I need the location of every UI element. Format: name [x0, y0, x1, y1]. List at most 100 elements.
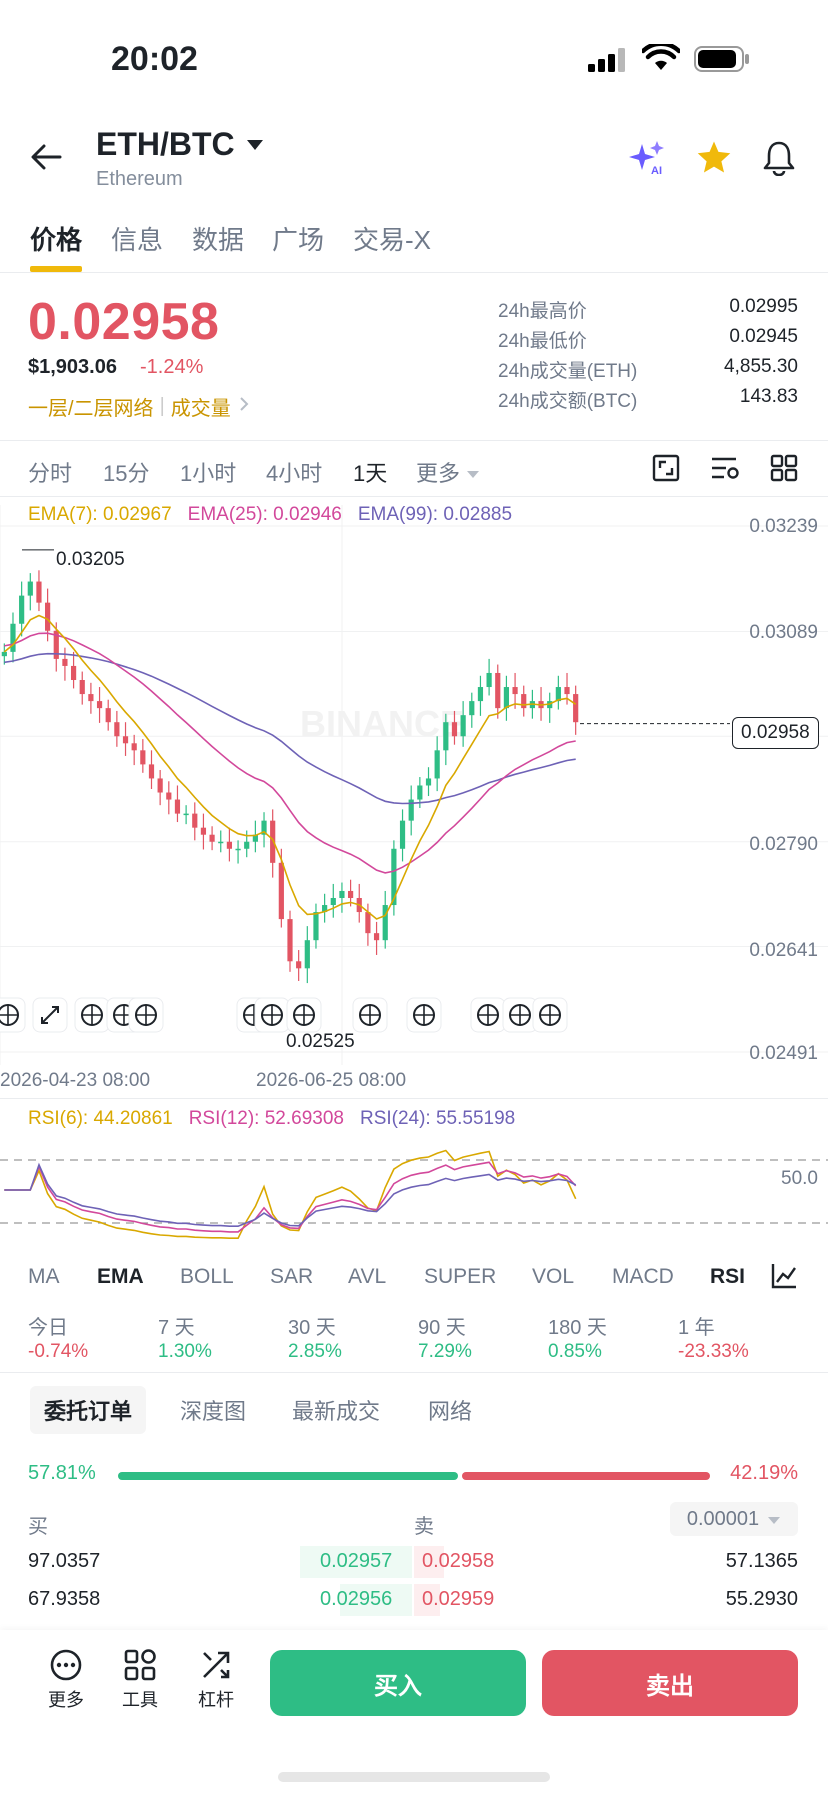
- tf-1d[interactable]: 1天: [353, 461, 388, 486]
- candle-body: [192, 813, 198, 828]
- bid-price[interactable]: 0.02957: [320, 1550, 393, 1572]
- candle-body: [486, 672, 492, 688]
- tab-square[interactable]: 广场: [272, 225, 325, 255]
- low-price-label: 0.02525: [286, 1031, 355, 1052]
- candle-body: [79, 680, 85, 695]
- rsi24-label: RSI(24): 55.55198: [359, 1108, 516, 1129]
- sell-column-label: 卖: [414, 1516, 434, 1538]
- stat-volume-value: 4,855.30: [724, 356, 798, 377]
- bid-qty: 97.0357: [28, 1550, 101, 1572]
- ask-price[interactable]: 0.02959: [422, 1588, 495, 1610]
- grid-layout-icon[interactable]: [770, 454, 798, 487]
- event-globe-icon[interactable]: [286, 997, 322, 1033]
- tf-line[interactable]: 分时: [28, 461, 73, 486]
- back-arrow-icon[interactable]: [30, 144, 62, 175]
- candle-body: [304, 940, 310, 969]
- dropdown-caret-icon[interactable]: [246, 138, 264, 156]
- expand-icon[interactable]: [32, 997, 68, 1033]
- tf-15m[interactable]: 15分: [103, 461, 150, 486]
- tab-price[interactable]: 价格: [30, 225, 83, 255]
- bid-depth-bar: [300, 1546, 412, 1578]
- ai-sparkle-icon[interactable]: AI: [628, 140, 668, 181]
- ind-super[interactable]: SUPER: [424, 1265, 497, 1288]
- tag-volume[interactable]: 成交量: [170, 398, 231, 420]
- chart-settings-icon[interactable]: [710, 454, 740, 487]
- candle-body: [36, 581, 42, 603]
- ind-macd[interactable]: MACD: [612, 1265, 674, 1288]
- event-globe-icon[interactable]: [502, 997, 538, 1033]
- ind-sar[interactable]: SAR: [270, 1265, 314, 1288]
- candle-body: [1, 651, 7, 657]
- y-tick-label: 0.02641: [749, 940, 818, 961]
- rsi-chart[interactable]: [0, 1130, 828, 1250]
- event-globe-icon[interactable]: [532, 997, 568, 1033]
- ind-avl[interactable]: AVL: [348, 1265, 387, 1288]
- sell-button[interactable]: 卖出: [542, 1650, 798, 1716]
- candle-body: [10, 623, 16, 652]
- perf-label: 今日: [28, 1317, 68, 1339]
- event-globe-icon[interactable]: [352, 997, 388, 1033]
- ind-boll[interactable]: BOLL: [180, 1265, 234, 1288]
- bid-price[interactable]: 0.02956: [320, 1588, 393, 1610]
- event-globe-icon[interactable]: [254, 997, 290, 1033]
- y-tick-label: 0.03239: [749, 516, 818, 537]
- tab-trade-x[interactable]: 交易-X: [353, 225, 432, 255]
- bell-icon[interactable]: [762, 140, 796, 181]
- ind-ma[interactable]: MA: [28, 1265, 60, 1288]
- globe-lines: [136, 1005, 156, 1025]
- candle-body: [521, 694, 527, 709]
- chart-expand-icon[interactable]: [652, 454, 680, 487]
- signal-icon: [588, 48, 628, 77]
- ema-legend: EMA(7): 0.02967 EMA(25): 0.02946 EMA(99)…: [28, 504, 512, 526]
- tag-layer[interactable]: 一层/二层网络: [28, 398, 154, 420]
- category-tags[interactable]: 一层/二层网络 | 成交量: [28, 392, 249, 421]
- precision-select[interactable]: 0.00001: [670, 1502, 798, 1536]
- tab-data[interactable]: 数据: [192, 225, 245, 255]
- ind-vol[interactable]: VOL: [532, 1265, 575, 1288]
- candle-body: [313, 912, 319, 941]
- tf-1h[interactable]: 1小时: [180, 461, 237, 486]
- event-globe-icon[interactable]: [128, 997, 164, 1033]
- candle-body: [408, 799, 414, 821]
- ob-tab-trades[interactable]: 最新成交: [292, 1399, 381, 1424]
- ind-rsi[interactable]: RSI: [710, 1265, 746, 1288]
- pair-title[interactable]: ETH/BTC: [96, 126, 235, 162]
- buy-button[interactable]: 买入: [270, 1650, 526, 1716]
- stat-low-label: 24h最低价: [498, 331, 587, 352]
- y-tick-label: 0.02790: [749, 834, 818, 855]
- wifi-icon: [640, 41, 682, 77]
- leverage-button[interactable]: 杠杆: [186, 1648, 246, 1712]
- candle-body: [226, 841, 233, 849]
- star-icon[interactable]: [696, 140, 732, 179]
- buy-pct: 57.81%: [28, 1462, 96, 1484]
- candle-body: [434, 750, 440, 779]
- candle-body: [157, 778, 163, 793]
- candle-body: [417, 785, 423, 800]
- indicator-settings-icon[interactable]: [770, 1262, 798, 1295]
- more-button[interactable]: 更多: [36, 1648, 96, 1712]
- ob-tab-orders[interactable]: 委托订单: [30, 1386, 147, 1434]
- candle-body: [365, 912, 371, 934]
- perf-value: 7.29%: [418, 1341, 472, 1362]
- perf-value: 0.85%: [548, 1341, 602, 1362]
- tab-info[interactable]: 信息: [111, 225, 164, 255]
- ob-tab-network[interactable]: 网络: [428, 1399, 473, 1424]
- tf-4h[interactable]: 4小时: [266, 461, 323, 486]
- candle-body: [339, 890, 345, 898]
- event-globe-icon[interactable]: [0, 997, 26, 1033]
- ind-ema[interactable]: EMA: [97, 1265, 144, 1288]
- rsi24-line: [4, 1162, 577, 1227]
- candle-body: [209, 834, 215, 842]
- ob-tab-depth[interactable]: 深度图: [180, 1399, 247, 1424]
- event-globe-icon[interactable]: [74, 997, 110, 1033]
- perf-label: 7 天: [158, 1317, 195, 1339]
- ask-price[interactable]: 0.02958: [422, 1550, 495, 1572]
- price-chart[interactable]: BINANCE: [0, 505, 828, 1085]
- event-globe-icon[interactable]: [406, 997, 442, 1033]
- x-tick-label: 2026-06-25 08:00: [256, 1070, 407, 1091]
- event-globe-icon[interactable]: [470, 997, 506, 1033]
- tf-more[interactable]: 更多: [416, 456, 480, 488]
- tools-button[interactable]: 工具: [110, 1648, 170, 1712]
- price-change: -1.24%: [140, 356, 204, 378]
- candle-body: [296, 961, 302, 969]
